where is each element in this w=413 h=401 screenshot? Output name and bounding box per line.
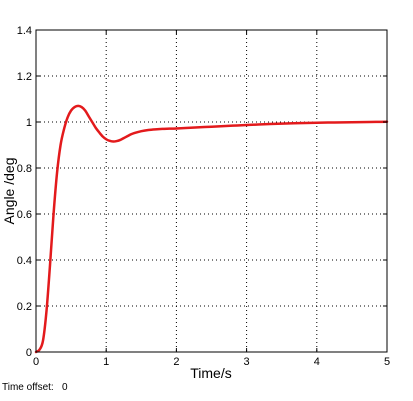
series-line-angle [34,104,389,354]
plot-frame [35,29,388,353]
y-tick-label: 0.4 [17,255,32,267]
x-tick-label: 2 [173,356,179,368]
y-tick-label: 0.2 [17,301,32,313]
axis-ticks: 0 1 2 3 4 5 0 0.2 0.4 0.6 0.8 1 1.2 1.4 [17,25,390,368]
y-tick-label: 1 [26,117,32,129]
x-tick-label: 5 [384,356,390,368]
x-tick-label: 0 [33,356,39,368]
time-offset-value: 0 [62,382,68,393]
y-tick-label: 1.4 [17,25,32,37]
time-offset-readout: Time offset: 0 [2,382,68,393]
y-tick-label: 1.2 [17,71,32,83]
time-offset-label: Time offset: [2,382,54,393]
x-tick-label: 3 [244,356,250,368]
y-tick-label: 0.8 [17,163,32,175]
x-axis-label: Time/s [190,365,231,381]
y-tick-label: 0 [26,347,32,359]
y-tick-label: 0.6 [17,209,32,221]
x-tick-label: 4 [314,356,320,368]
grid-lines [36,30,387,352]
x-tick-label: 1 [103,356,109,368]
y-axis-label: Angle /deg [1,158,17,225]
series-layer [34,104,389,354]
